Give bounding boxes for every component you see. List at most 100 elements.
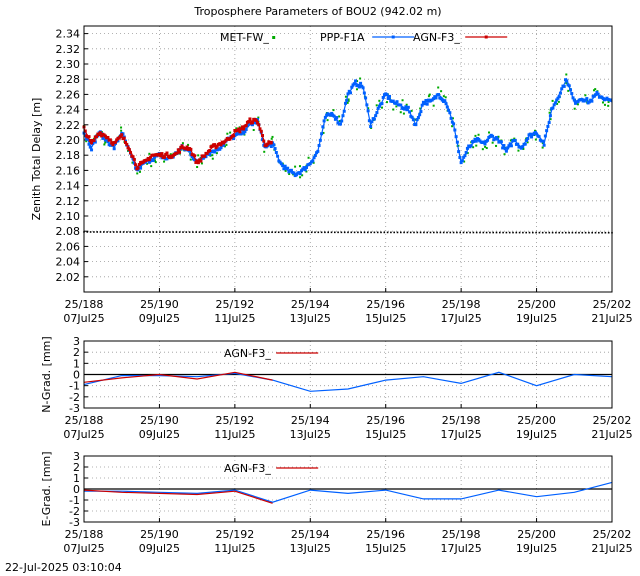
data-point [562,84,566,88]
series-ppp-f1a [84,481,613,503]
data-point [541,231,544,234]
data-point [399,111,402,114]
data-point [188,149,192,153]
data-point [159,231,161,233]
data-point [592,89,595,92]
data-point [571,231,574,234]
y-tick-label: 2.18 [56,149,81,162]
data-point [492,231,494,234]
data-point [298,165,301,168]
data-point [163,160,166,163]
data-point [591,231,593,234]
data-point [279,162,283,166]
data-point [394,101,398,105]
data-point [485,231,488,234]
data-point [86,137,90,141]
data-point [237,132,241,136]
data-point [502,231,504,234]
data-point [466,152,469,155]
data-point [119,231,122,233]
data-point [409,231,412,234]
data-point [508,142,512,146]
data-point [145,231,148,233]
data-point [507,144,511,148]
data-point [415,118,419,122]
data-point [261,231,263,234]
data-point [570,92,574,96]
data-point [381,106,384,109]
data-point [314,231,316,234]
data-point [548,114,552,118]
y-tick-label: 2.06 [56,240,81,253]
data-point [223,140,227,144]
data-point [452,122,456,126]
data-point [299,176,302,179]
data-point [458,155,462,159]
data-point [392,108,395,111]
data-point [565,82,568,85]
data-point [607,100,610,103]
data-point [353,231,356,234]
data-point [136,231,138,233]
data-point [87,135,91,139]
data-point [472,231,475,234]
data-point [270,137,273,140]
data-point [560,87,564,91]
data-point [305,170,308,173]
data-point [443,99,447,103]
y-axis-label: N-Grad. [mm] [40,336,53,412]
data-point [116,231,118,233]
data-point [546,124,550,128]
data-point [199,156,202,159]
data-point [132,157,136,161]
data-point [132,231,135,233]
data-point [244,127,248,131]
data-point [138,170,141,173]
data-point [165,157,169,161]
data-point [258,231,260,234]
data-point [318,138,322,142]
data-point [120,126,123,129]
data-point [215,144,219,148]
data-point [585,97,589,101]
data-point [477,137,481,141]
data-point [90,148,94,152]
data-point [569,88,573,92]
legend-marker [391,35,395,39]
data-point [165,231,168,233]
data-point [454,135,458,139]
data-point [346,101,349,104]
y-tick-label: 1 [73,357,80,370]
data-point [247,120,251,124]
data-point [118,134,122,138]
data-point [175,151,179,155]
data-point [386,231,389,234]
data-point [178,231,181,233]
data-point [157,152,161,156]
data-point [502,144,506,148]
x-tick-date-label: 15Jul25 [365,542,406,555]
data-point [277,231,280,234]
data-point [208,153,212,157]
data-point [244,231,247,233]
data-point [486,138,490,142]
data-point [198,231,201,233]
data-point [205,151,209,155]
data-point [120,129,123,132]
data-point [555,231,557,234]
data-point [479,231,481,234]
y-tick-label: 1 [73,472,80,485]
x-tick-label: 25/192 [216,298,255,311]
data-point [598,231,600,234]
data-point [264,231,267,234]
data-point [149,155,153,159]
y-tick-label: -3 [69,516,80,529]
data-point [528,231,531,234]
data-point [442,231,445,234]
data-point [103,134,107,138]
data-point [96,231,98,233]
data-point [268,231,270,234]
x-tick-label: 25/200 [517,298,556,311]
data-point [372,117,376,121]
ztd-panel: 2.02 2.04 2.06 2.08 2.10 2.12 2.14 2.16 2.18 2.20… [30,25,633,325]
